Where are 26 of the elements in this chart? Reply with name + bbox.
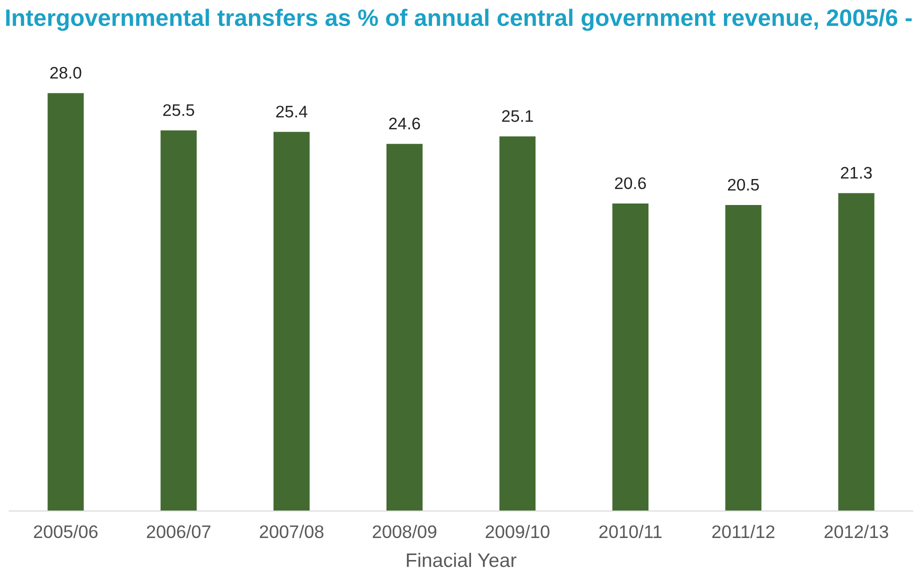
data-label: 20.5 bbox=[728, 178, 759, 191]
bar bbox=[274, 132, 310, 511]
bar bbox=[48, 93, 84, 511]
x-axis-title: Finacial Year bbox=[406, 552, 516, 568]
x-tick-label: 2007/08 bbox=[260, 524, 324, 538]
bar bbox=[838, 193, 874, 511]
data-label: 25.4 bbox=[276, 106, 308, 118]
data-label: 21.3 bbox=[840, 166, 872, 179]
bar bbox=[725, 205, 762, 511]
data-label: 25.1 bbox=[502, 110, 533, 122]
x-tick-label: 2011/12 bbox=[712, 524, 774, 538]
chart-title: Intergovernmental transfers as % of annual central government revenue, 2005/6 - bbox=[6, 8, 912, 31]
data-label: 20.6 bbox=[615, 177, 646, 190]
bar bbox=[386, 144, 423, 511]
data-label: 28.0 bbox=[50, 66, 82, 79]
x-tick-label: 2008/09 bbox=[372, 524, 436, 538]
x-tick-label: 2010/11 bbox=[599, 524, 662, 538]
bar bbox=[612, 204, 648, 511]
data-label: 24.6 bbox=[389, 118, 420, 130]
x-tick-label: 2005/06 bbox=[34, 524, 98, 538]
data-label: 25.5 bbox=[163, 104, 194, 116]
x-tick-label: 2012/13 bbox=[824, 524, 888, 538]
x-tick-label: 2009/10 bbox=[486, 524, 550, 538]
x-tick-label: 2006/07 bbox=[146, 524, 210, 538]
bar bbox=[499, 136, 536, 511]
bar bbox=[160, 130, 197, 511]
